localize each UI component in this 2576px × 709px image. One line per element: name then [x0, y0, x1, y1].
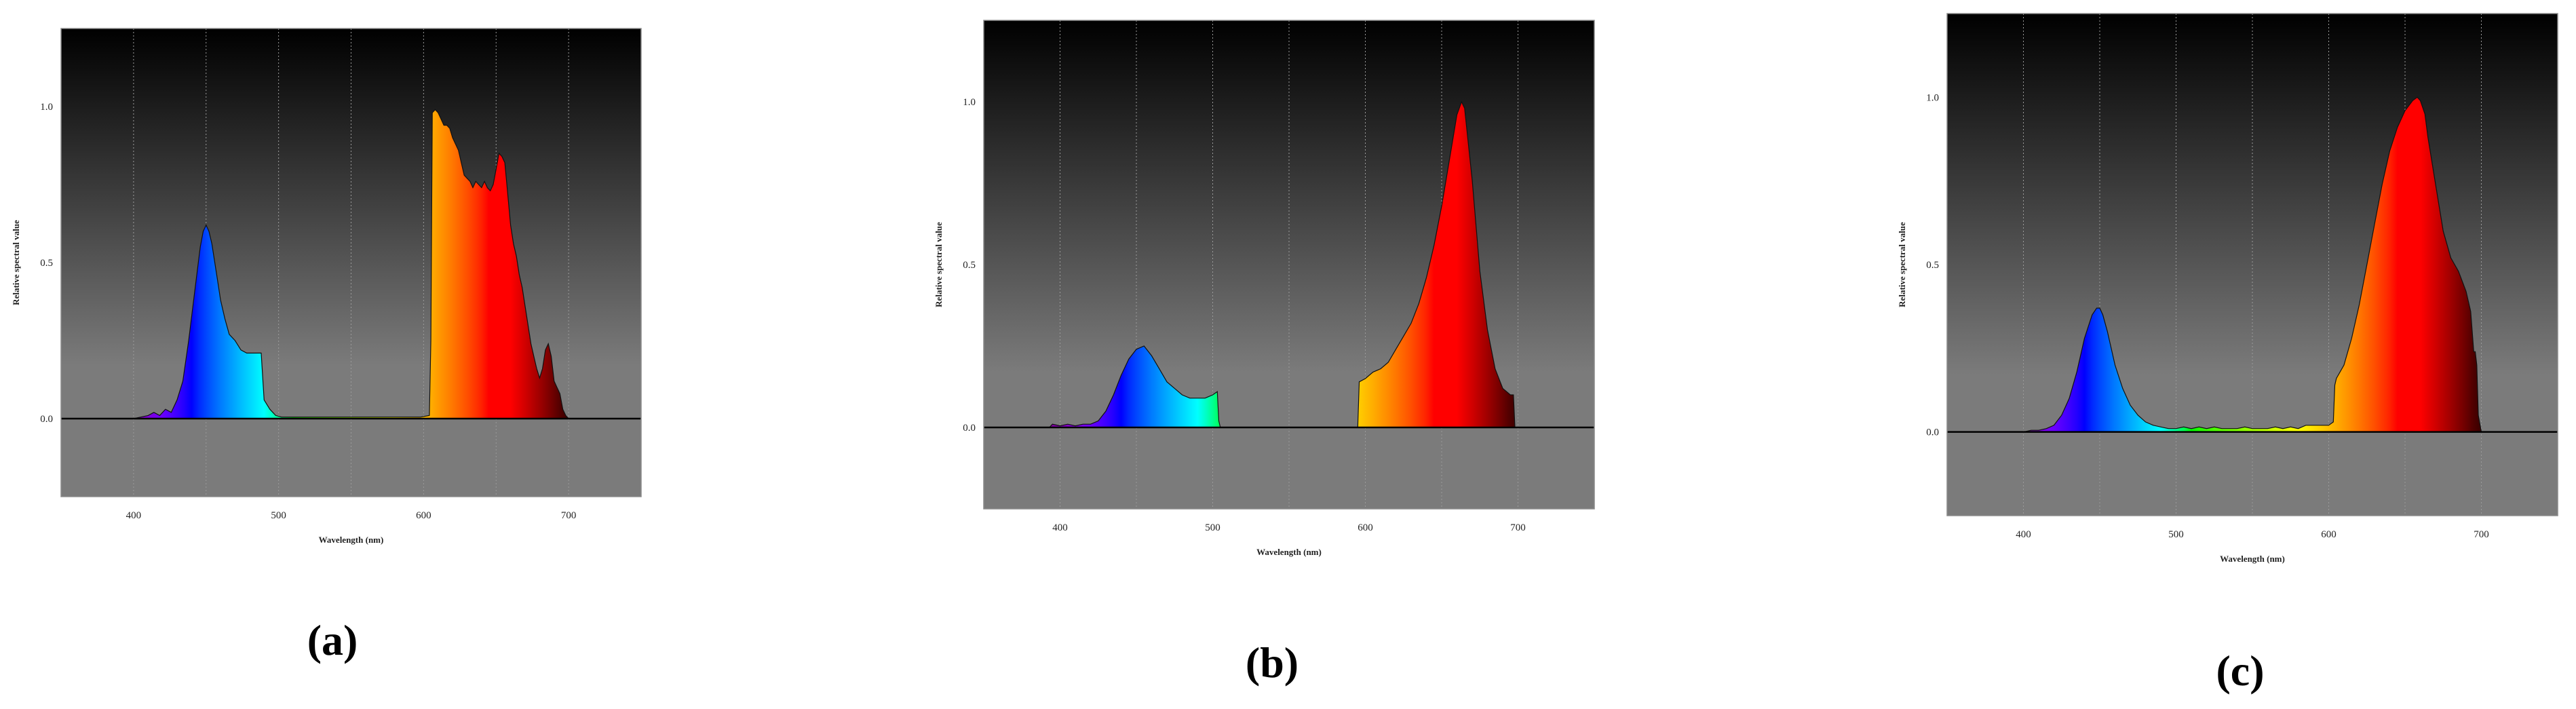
chart-b-x-tick-label: 400	[1052, 522, 1068, 533]
chart-a-x-tick-label: 600	[416, 510, 431, 521]
chart-c-x-axis-title: Wavelength (nm)	[2220, 554, 2285, 564]
chart-a-plot-frame	[60, 28, 642, 497]
chart-c-x-tick-label: 500	[2168, 529, 2184, 540]
chart-b-y-tick-label: 1.0	[963, 97, 976, 108]
chart-c: 400 500 600 700 0.0 0.5 1.0 Wavelength (…	[1897, 13, 2558, 695]
chart-c-y-tick-label: 0.0	[1926, 427, 1939, 438]
chart-a: 400 500 600 700 0.0 0.5 1.0 Wavelength (…	[11, 28, 642, 664]
chart-a-y-axis: 0.0 0.5 1.0	[40, 102, 53, 425]
chart-a-y-tick-label: 0.0	[40, 414, 53, 425]
chart-b-plot-frame	[983, 20, 1595, 510]
chart-b-x-tick-label: 500	[1205, 522, 1220, 533]
chart-a-caption: (a)	[307, 616, 358, 664]
chart-b-x-tick-label: 600	[1358, 522, 1373, 533]
chart-c-x-tick-label: 700	[2474, 529, 2489, 540]
chart-b-caption: (b)	[1246, 638, 1299, 687]
chart-a-x-tick-label: 700	[561, 510, 577, 521]
chart-c-y-axis-title: Relative spectral value	[1897, 222, 1907, 307]
chart-c-y-tick-label: 1.0	[1926, 92, 1939, 103]
chart-a-x-tick-label: 500	[271, 510, 286, 521]
chart-a-x-axis: 400 500 600 700	[126, 510, 577, 521]
chart-c-x-axis: 400 500 600 700	[2016, 529, 2489, 540]
chart-a-y-tick-label: 0.5	[40, 258, 53, 269]
chart-b-y-tick-label: 0.0	[963, 423, 976, 434]
chart-b: 400 500 600 700 0.0 0.5 1.0 Wavelength (…	[934, 20, 1595, 687]
chart-c-x-tick-label: 400	[2016, 529, 2031, 540]
chart-a-x-axis-title: Wavelength (nm)	[319, 535, 384, 545]
chart-a-y-tick-label: 1.0	[40, 102, 53, 113]
chart-b-x-axis: 400 500 600 700	[1052, 522, 1526, 533]
chart-b-x-axis-title: Wavelength (nm)	[1256, 547, 1322, 557]
chart-a-spectrum-area	[133, 109, 570, 419]
chart-c-y-tick-label: 0.5	[1926, 260, 1939, 271]
chart-b-x-tick-label: 700	[1510, 522, 1526, 533]
chart-c-spectrum-area	[2023, 96, 2482, 433]
chart-b-y-axis: 0.0 0.5 1.0	[963, 97, 976, 434]
chart-c-x-tick-label: 600	[2321, 529, 2337, 540]
chart-a-x-tick-label: 400	[126, 510, 142, 521]
chart-a-y-axis-title: Relative spectral value	[11, 220, 21, 305]
chart-b-y-axis-title: Relative spectral value	[934, 222, 944, 307]
chart-c-plot-frame	[1946, 13, 2558, 516]
chart-c-y-axis: 0.0 0.5 1.0	[1926, 92, 1939, 438]
chart-c-caption: (c)	[2216, 647, 2264, 695]
chart-b-y-tick-label: 0.5	[963, 260, 976, 271]
